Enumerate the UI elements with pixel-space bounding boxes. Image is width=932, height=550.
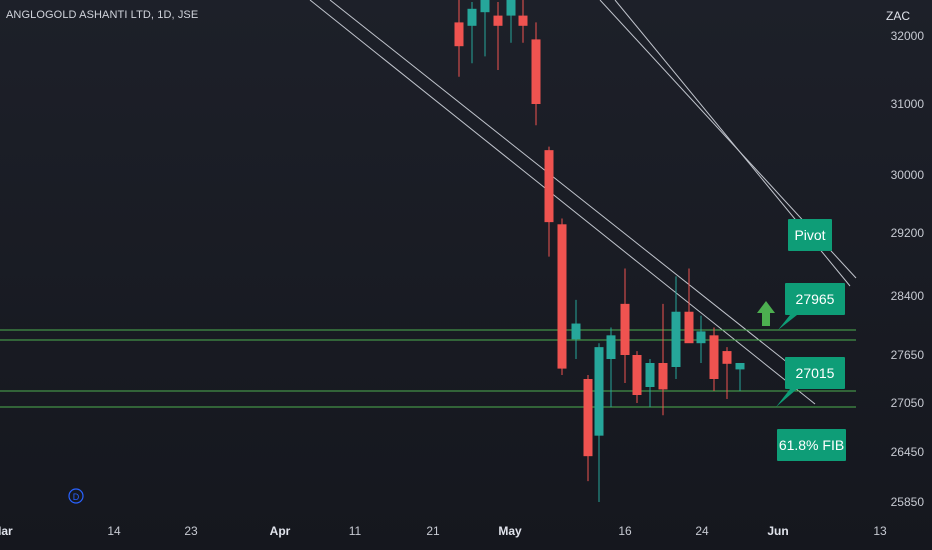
candle-body — [709, 335, 719, 379]
x-tick-label: 23 — [184, 524, 198, 538]
x-tick-label: Mar — [0, 524, 13, 538]
x-tick-label: 11 — [349, 524, 362, 538]
label-fib: 61.8% FIB — [779, 437, 844, 453]
candle-body — [583, 379, 593, 457]
candle-body — [620, 303, 630, 355]
label-box — [785, 283, 845, 315]
candle-body — [571, 323, 581, 340]
candle-body — [493, 15, 503, 26]
candle-body — [696, 331, 706, 344]
candle-body — [544, 150, 554, 223]
y-tick-label: 31000 — [891, 97, 925, 111]
time-axis[interactable]: Mar 14 23 Apr 11 21 May 16 24 Jun 13 — [0, 524, 887, 538]
y-tick-label: 30000 — [891, 168, 925, 182]
x-tick-label: 13 — [873, 524, 887, 538]
candle-body — [735, 363, 745, 370]
candle-body — [467, 8, 477, 26]
label-box — [777, 429, 846, 461]
candle-body — [557, 224, 567, 369]
label-support: 27015 — [796, 365, 835, 381]
up-arrow-icon — [757, 301, 775, 326]
candle-body — [606, 335, 616, 359]
candle-body — [518, 15, 528, 26]
y-tick-label: 27050 — [891, 396, 925, 410]
x-tick-label: 21 — [426, 524, 440, 538]
x-tick-label: Apr — [270, 524, 291, 538]
y-tick-label: 29200 — [891, 226, 925, 240]
label-box — [785, 357, 845, 389]
x-tick-label: 14 — [107, 524, 121, 538]
y-tick-label: 28400 — [891, 289, 925, 303]
y-tick-label: 32000 — [891, 29, 925, 43]
candle-body — [480, 0, 490, 13]
x-tick-label: 16 — [618, 524, 632, 538]
channel-line — [309, 0, 816, 405]
dividend-marker-label: D — [73, 492, 80, 502]
candle-body — [645, 363, 655, 387]
label-pivot: Pivot — [794, 227, 825, 243]
label-pointer — [778, 315, 797, 330]
candle-body — [594, 347, 604, 436]
candle-body — [658, 363, 668, 390]
y-tick-label: 25850 — [891, 495, 925, 509]
candle-body — [684, 311, 694, 344]
currency-label: ZAC — [886, 9, 910, 23]
annotations: Pivot 27965 27015 61.8% FIB D — [68, 219, 846, 504]
candle-body — [454, 22, 464, 47]
horizontal-levels — [0, 329, 856, 408]
candle-body — [632, 355, 642, 395]
candle-body — [531, 39, 541, 104]
x-tick-label: 24 — [695, 524, 709, 538]
channel-line — [329, 0, 818, 387]
x-tick-label: May — [498, 524, 522, 538]
label-pointer — [776, 389, 797, 407]
x-tick-label: Jun — [767, 524, 788, 538]
price-axis[interactable]: 32000 31000 30000 29200 28400 27650 27050 26450… — [891, 29, 925, 509]
label-box — [788, 219, 832, 251]
y-tick-label: 26450 — [891, 445, 925, 459]
label-resistance: 27965 — [796, 291, 835, 307]
trend-channel — [309, 0, 857, 405]
symbol-title: ANGLOGOLD ASHANTI LTD, 1D, JSE — [6, 9, 199, 21]
dividend-marker-icon — [68, 488, 84, 504]
y-tick-label: 27650 — [891, 348, 925, 362]
candle-body — [671, 311, 681, 367]
candles — [454, 0, 745, 502]
candle-body — [506, 0, 516, 16]
candle-body — [722, 351, 732, 364]
